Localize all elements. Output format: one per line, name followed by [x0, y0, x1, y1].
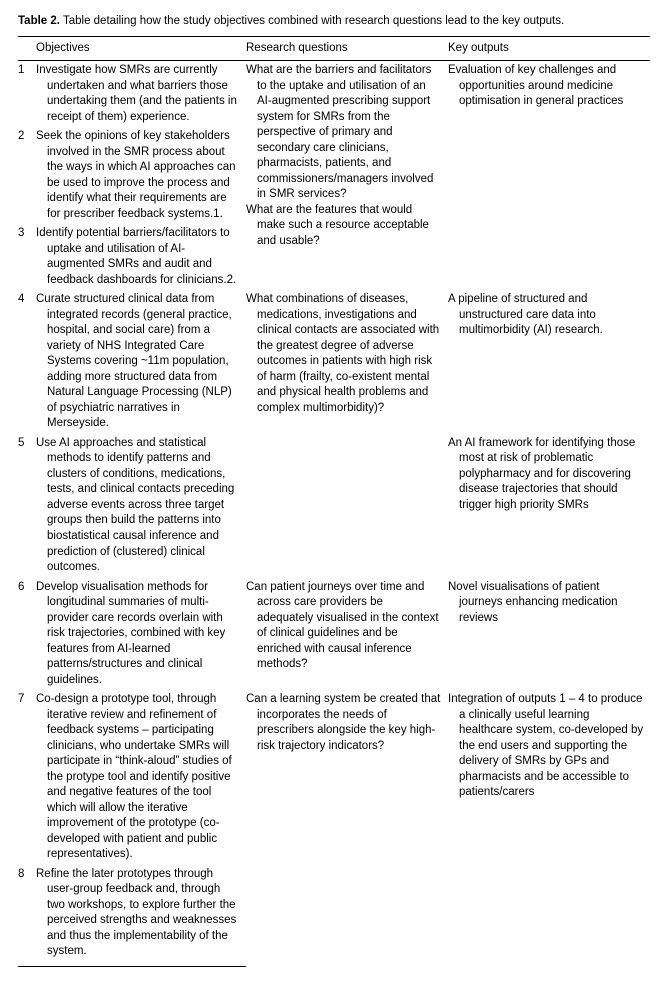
header-research: Research questions: [246, 36, 448, 61]
objectives-table: Objectives Research questions Key output…: [18, 36, 650, 967]
research-text: What are the features that would make su…: [246, 203, 442, 250]
table-caption: Table 2. Table detailing how the study o…: [18, 14, 650, 30]
output-text: Evaluation of key challenges and opportu…: [448, 63, 644, 110]
row-number: 4: [18, 290, 36, 434]
row-number: 2: [18, 127, 36, 224]
output-cell: A pipeline of structured and unstructure…: [448, 290, 650, 434]
output-cell: An AI framework for identifying those mo…: [448, 434, 650, 578]
table-row: 5Use AI approaches and statistical metho…: [18, 434, 650, 578]
output-text: A pipeline of structured and unstructure…: [448, 292, 644, 339]
output-cell: Novel visualisations of patient journeys…: [448, 578, 650, 691]
output-text: Integration of outputs 1 – 4 to produce …: [448, 692, 644, 801]
research-cell: Can patient journeys over time and acros…: [246, 578, 448, 691]
caption-label: Table 2.: [18, 15, 60, 27]
objective-cell: Seek the opinions of key stakeholders in…: [36, 127, 246, 224]
row-number: 8: [18, 865, 36, 967]
objective-text: Curate structured clinical data from int…: [36, 292, 240, 432]
objective-text: Identify potential barriers/facilitators…: [36, 226, 240, 288]
objective-text: Investigate how SMRs are currently under…: [36, 63, 240, 125]
output-cell: Integration of outputs 1 – 4 to produce …: [448, 690, 650, 966]
caption-text: Table detailing how the study objectives…: [63, 15, 564, 27]
header-num: [18, 36, 36, 61]
research-text: What are the barriers and facilitators t…: [246, 63, 442, 203]
objective-text: Refine the later prototypes through user…: [36, 867, 240, 960]
research-text: Can a learning system be created that in…: [246, 692, 442, 754]
research-cell: [246, 434, 448, 578]
table-row: 1Investigate how SMRs are currently unde…: [18, 61, 650, 128]
objective-cell: Develop visualisation methods for longit…: [36, 578, 246, 691]
research-cell: What are the barriers and facilitators t…: [246, 61, 448, 291]
row-number: 6: [18, 578, 36, 691]
row-number: 5: [18, 434, 36, 578]
row-number: 3: [18, 224, 36, 290]
objective-text: Seek the opinions of key stakeholders in…: [36, 129, 240, 222]
output-cell: Evaluation of key challenges and opportu…: [448, 61, 650, 291]
objective-cell: Curate structured clinical data from int…: [36, 290, 246, 434]
objective-cell: Identify potential barriers/facilitators…: [36, 224, 246, 290]
header-objectives: Objectives: [36, 36, 246, 61]
objective-cell: Co-design a prototype tool, through iter…: [36, 690, 246, 865]
research-text: Can patient journeys over time and acros…: [246, 580, 442, 673]
table-row: 6Develop visualisation methods for longi…: [18, 578, 650, 691]
research-cell: What combinations of diseases, medicatio…: [246, 290, 448, 434]
header-outputs: Key outputs: [448, 36, 650, 61]
table-row: 7Co-design a prototype tool, through ite…: [18, 690, 650, 865]
objective-cell: Use AI approaches and statistical method…: [36, 434, 246, 578]
research-cell: Can a learning system be created that in…: [246, 690, 448, 966]
output-text: Novel visualisations of patient journeys…: [448, 580, 644, 627]
table-row: 4Curate structured clinical data from in…: [18, 290, 650, 434]
objective-text: Co-design a prototype tool, through iter…: [36, 692, 240, 863]
row-number: 1: [18, 61, 36, 128]
objective-cell: Refine the later prototypes through user…: [36, 865, 246, 967]
objective-text: Use AI approaches and statistical method…: [36, 436, 240, 576]
objective-text: Develop visualisation methods for longit…: [36, 580, 240, 689]
output-text: An AI framework for identifying those mo…: [448, 436, 644, 514]
row-number: 7: [18, 690, 36, 865]
objective-cell: Investigate how SMRs are currently under…: [36, 61, 246, 128]
table-header-row: Objectives Research questions Key output…: [18, 36, 650, 61]
research-text: What combinations of diseases, medicatio…: [246, 292, 442, 416]
